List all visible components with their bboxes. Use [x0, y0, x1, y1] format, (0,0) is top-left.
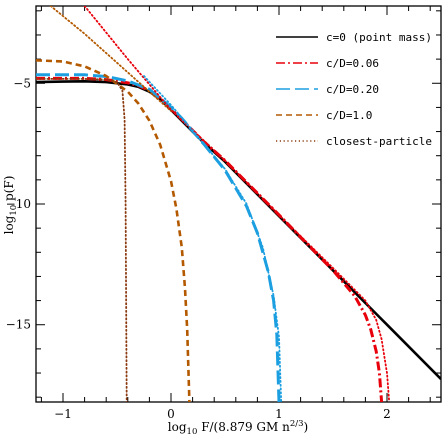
legend-label: c/D=0.06 — [326, 57, 379, 70]
series-line-2 — [36, 73, 281, 402]
legend-label: c/D=0.20 — [326, 83, 379, 96]
series-line-6 — [83, 6, 391, 402]
series-line-3 — [36, 59, 191, 402]
series-line-4 — [36, 78, 128, 402]
plot-frame — [35, 5, 442, 403]
x-tick-label: 1 — [275, 407, 283, 421]
x-axis-title: log10 F/(8.879 GM n2/3) — [168, 419, 308, 437]
legend: c=0 (point mass) c/D=0.06 c/D=0.20 c/D=1.0 c… — [276, 31, 432, 148]
y-tick-label: −15 — [6, 318, 31, 332]
x-tick-label: 0 — [167, 407, 175, 421]
y-tick-label: −10 — [6, 197, 31, 211]
series-line-5 — [49, 6, 172, 112]
legend-label: c/D=1.0 — [326, 109, 372, 122]
series-layer — [36, 6, 441, 402]
series-line-1 — [36, 76, 384, 402]
y-tick-label: −5 — [13, 76, 31, 90]
legend-label: c=0 (point mass) — [326, 31, 432, 44]
x-tick-label: 2 — [383, 407, 391, 421]
x-tick-label: −1 — [54, 407, 72, 421]
series-line-7 — [143, 75, 283, 402]
legend-label: closest-particle — [326, 135, 432, 148]
y-axis-title: log10 p(F) — [2, 176, 19, 235]
